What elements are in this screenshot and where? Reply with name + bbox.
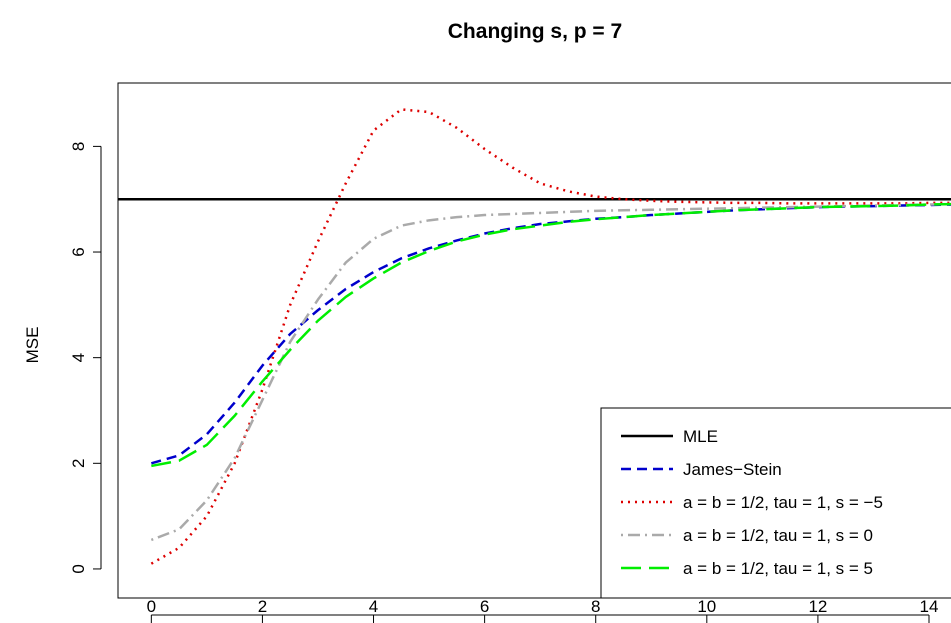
legend-box (600, 407, 951, 599)
x-tick-label: 14 (920, 597, 939, 616)
y-axis: 0 2 4 6 8 (69, 142, 102, 574)
legend-label: a = b = 1/2, tau = 1, s = 5 (683, 559, 873, 578)
x-tick-label: 12 (808, 597, 827, 616)
legend-label: a = b = 1/2, tau = 1, s = −5 (683, 493, 883, 512)
series-line-4 (150, 202, 951, 542)
y-tick-label: 2 (69, 459, 88, 468)
legend-label: a = b = 1/2, tau = 1, s = 0 (683, 526, 873, 545)
chart-title: Changing s, p = 7 (448, 20, 622, 43)
x-axis: 0 2 4 6 8 10 12 14 (147, 597, 939, 623)
series-layer (118, 108, 951, 565)
x-tick-label: 8 (591, 597, 600, 616)
legend-label: James−Stein (683, 460, 782, 479)
legend-label: MLE (683, 427, 718, 446)
series-line-3 (150, 108, 951, 565)
y-tick-label: 8 (69, 142, 88, 151)
x-tick-label: 0 (147, 597, 156, 616)
x-tick-label: 2 (258, 597, 267, 616)
y-tick-label: 0 (69, 564, 88, 573)
legend: MLE James−Stein a = b = 1/2, tau = 1, s = … (600, 407, 951, 599)
y-tick-label: 6 (69, 247, 88, 256)
y-tick-label: 4 (69, 353, 88, 362)
x-tick-label: 4 (369, 597, 378, 616)
series-line-5 (151, 202, 951, 468)
x-tick-label: 6 (480, 597, 489, 616)
plot-frame (117, 82, 951, 599)
x-tick-label: 10 (697, 597, 716, 616)
y-axis-label: MSE (23, 327, 42, 364)
